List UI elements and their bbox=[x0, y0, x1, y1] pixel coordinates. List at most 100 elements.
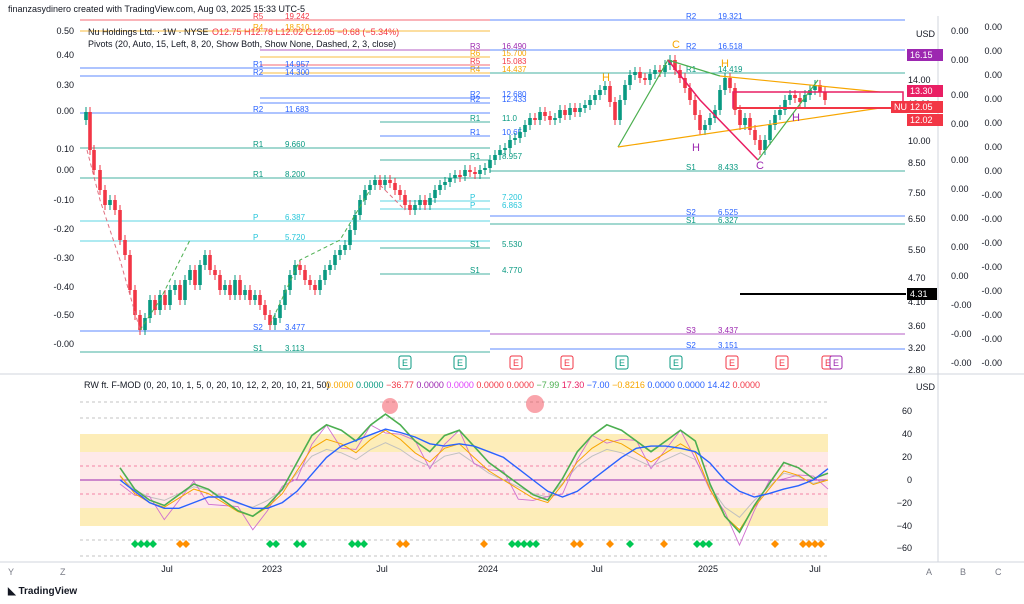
candle-body bbox=[523, 125, 527, 132]
tradingview-logo[interactable]: ◣ TradingView bbox=[8, 586, 77, 597]
price-tag bbox=[907, 85, 943, 97]
pivot-value-label: 7.200 bbox=[502, 193, 523, 202]
candle-body bbox=[393, 183, 397, 190]
right-axis-1-label: -0.00 bbox=[951, 358, 972, 368]
footer-button-a[interactable]: A bbox=[926, 567, 933, 577]
candle-body bbox=[223, 285, 227, 290]
pivot-value-label: 11.0 bbox=[502, 114, 518, 123]
candle-body bbox=[558, 110, 562, 118]
pivot-value-label: 14.437 bbox=[502, 65, 527, 74]
footer-button-b[interactable]: B bbox=[960, 567, 967, 577]
signal-diamond bbox=[137, 540, 145, 548]
candle-body bbox=[533, 118, 537, 120]
candle-body bbox=[92, 150, 96, 170]
candle-body bbox=[258, 295, 262, 305]
candle-body bbox=[218, 275, 222, 290]
pivot-name-label: R5 bbox=[253, 12, 264, 21]
candle-body bbox=[263, 305, 267, 315]
price-tag bbox=[907, 114, 943, 126]
time-axis-label: 2024 bbox=[478, 564, 498, 574]
candle-body bbox=[793, 95, 797, 98]
signal-diamond bbox=[606, 540, 614, 548]
pivot-name-label: R1 bbox=[253, 170, 264, 179]
pivot-name-label: R1 bbox=[470, 152, 481, 161]
indicator-axis-label: 40 bbox=[902, 429, 912, 439]
pivot-name-label: R2 bbox=[253, 68, 264, 77]
signal-diamond bbox=[660, 540, 668, 548]
pivot-name-label: S1 bbox=[470, 266, 480, 275]
candle-body bbox=[758, 140, 762, 150]
candle-body bbox=[408, 205, 412, 210]
event-label: E bbox=[833, 358, 839, 368]
pivot-value-label: 12.433 bbox=[502, 95, 527, 104]
event-marker bbox=[775, 355, 789, 370]
event-marker bbox=[829, 355, 843, 370]
pivot-value-label: 10.65 bbox=[502, 128, 523, 137]
footer-button-c[interactable]: C bbox=[995, 567, 1002, 577]
price-axis-label: 10.00 bbox=[908, 136, 931, 146]
zigzag-line bbox=[379, 184, 406, 211]
candle-body bbox=[593, 95, 597, 100]
candle-body bbox=[818, 85, 822, 92]
pivot-name-label: R2 bbox=[686, 12, 697, 21]
candle-body bbox=[473, 172, 477, 174]
candle-body bbox=[783, 100, 787, 110]
event-label: E bbox=[402, 358, 408, 368]
left-axis-label: 0.10 bbox=[56, 144, 74, 154]
candle-body bbox=[288, 275, 292, 290]
candle-body bbox=[133, 290, 137, 315]
candle-body bbox=[743, 118, 747, 125]
candle-body bbox=[453, 175, 457, 178]
time-axis-label: Jul bbox=[376, 564, 388, 574]
left-axis-label: -0.40 bbox=[53, 282, 74, 292]
zigzag-line bbox=[86, 149, 141, 331]
pivot-name-label: R4 bbox=[470, 65, 481, 74]
event-marker bbox=[669, 355, 683, 370]
indicator-axis-label: −60 bbox=[897, 543, 912, 553]
candle-body bbox=[728, 78, 732, 88]
footer-button-z[interactable]: Z bbox=[60, 567, 66, 577]
candle-body bbox=[193, 270, 197, 285]
candle-body bbox=[173, 285, 177, 290]
indicator-values: 0.0000 0.0000 −36.77 0.0000 0.0000 0.000… bbox=[326, 380, 760, 390]
left-axis-label: -0.30 bbox=[53, 253, 74, 263]
right-axis-2-label: -0.00 bbox=[981, 334, 1002, 344]
candle-body bbox=[383, 180, 387, 185]
candle-body bbox=[543, 112, 547, 116]
candle-body bbox=[448, 178, 452, 182]
pivot-value-label: 6.327 bbox=[718, 216, 739, 225]
candle-body bbox=[328, 265, 332, 270]
candle-body bbox=[503, 148, 507, 150]
candle-body bbox=[633, 72, 637, 75]
ohlc-legend: O12.75 H12.78 L12.02 C12.05 −0.68 (−5.34… bbox=[212, 27, 400, 37]
indicator-value: 0.0000 bbox=[416, 380, 447, 390]
candle-body bbox=[768, 125, 772, 140]
zone-box bbox=[732, 91, 904, 109]
candle-body bbox=[198, 265, 202, 285]
candle-body bbox=[268, 315, 272, 325]
candle-body bbox=[458, 175, 462, 177]
footer-button-y[interactable]: Y bbox=[8, 567, 15, 577]
pivot-name-label: S1 bbox=[686, 216, 696, 225]
time-axis-label: 2025 bbox=[698, 564, 718, 574]
left-axis-label: 0.00 bbox=[56, 165, 74, 175]
pivot-value-label: 6.863 bbox=[502, 201, 523, 210]
candle-body bbox=[353, 215, 357, 230]
indicator-value: 0.0000 bbox=[732, 380, 760, 390]
candle-body bbox=[673, 60, 677, 70]
price-axis-label: 5.50 bbox=[908, 245, 926, 255]
indicator-value: 0.0000 bbox=[506, 380, 537, 390]
candle-body bbox=[188, 270, 192, 280]
candle-body bbox=[688, 88, 692, 100]
right-axis-1-label: 0.00 bbox=[951, 55, 969, 65]
candle-body bbox=[283, 290, 287, 305]
candle-body bbox=[153, 300, 157, 310]
signal-diamond bbox=[396, 540, 404, 548]
candle-body bbox=[638, 72, 642, 78]
signal-diamond bbox=[508, 540, 516, 548]
candle-body bbox=[528, 118, 532, 125]
candle-body bbox=[433, 190, 437, 198]
candle-body bbox=[643, 78, 647, 80]
pivot-value-label: 15.700 bbox=[502, 49, 527, 58]
